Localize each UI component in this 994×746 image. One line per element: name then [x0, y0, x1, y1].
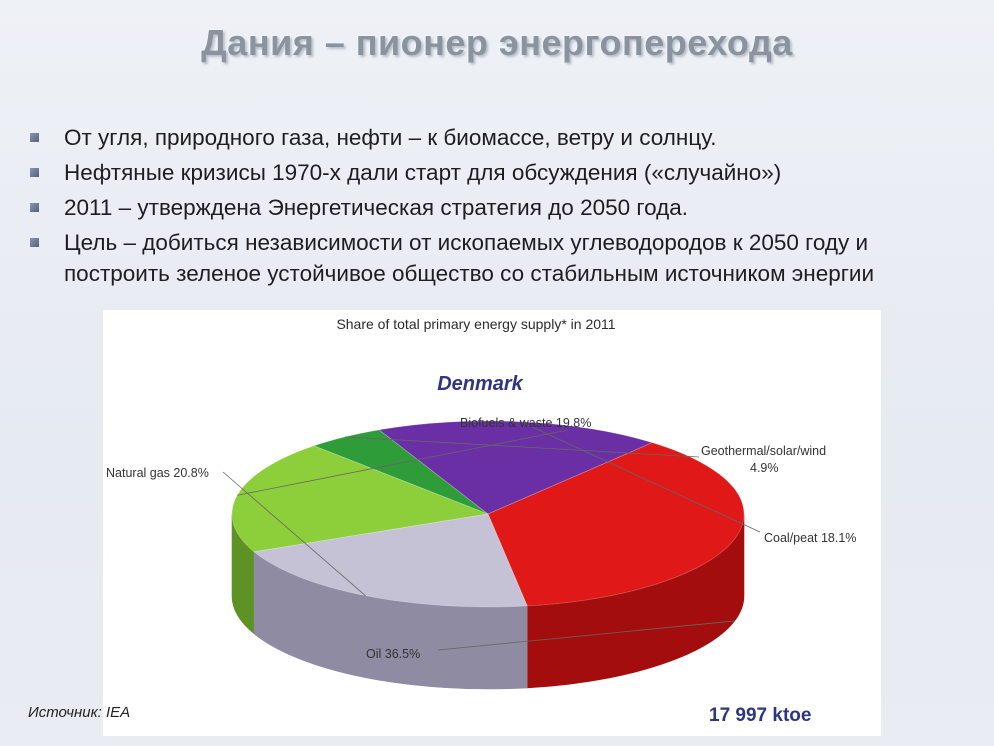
label-biofuels: Biofuels & waste 19.8% — [460, 416, 591, 430]
chart-subtitle: Denmark — [437, 373, 523, 395]
source-note: Источник: IEA — [28, 704, 131, 721]
label-coal: Coal/peat 18.1% — [764, 531, 856, 545]
pie-chart: Share of total primary energy supply* in… — [106, 316, 856, 690]
label-natural-gas: Natural gas 20.8% — [106, 466, 209, 480]
chart-panel: Share of total primary energy supply* in… — [103, 310, 881, 736]
bullet-square-icon — [30, 203, 39, 212]
bullet-item: Нефтяные кризисы 1970-х дали старт для о… — [28, 157, 968, 188]
pie-slice-biofuels-waste — [231, 445, 490, 553]
pie-tops — [231, 420, 745, 608]
label-geothermal-line1: Geothermal/solar/wind — [701, 444, 826, 458]
bullet-text: Нефтяные кризисы 1970-х дали старт для о… — [64, 160, 782, 185]
slide-title: Дания – пионер энергоперехода — [201, 22, 793, 63]
pie-side-biofuels-waste — [231, 513, 255, 635]
leader-line-biofuels-waste — [237, 429, 569, 496]
bullet-square-icon — [30, 168, 39, 177]
total-energy: 17 997 ktoe — [709, 705, 812, 726]
pie-slice-oil — [487, 442, 745, 607]
leader-line-natural-gas — [222, 471, 366, 596]
bullet-square-icon — [30, 133, 39, 142]
bullet-item: Цель – добиться независимости от ископае… — [28, 227, 968, 289]
pie-sides — [231, 513, 745, 690]
leader-line-geothermal-solar-wind — [344, 436, 700, 458]
bullet-square-icon — [30, 238, 39, 247]
pie-leaders — [222, 421, 761, 651]
label-geothermal-line2: 4.9% — [750, 461, 779, 475]
bullet-item: От угля, природного газа, нефти – к биом… — [28, 122, 968, 153]
bullet-text: 2011 – утверждена Энергетическая стратег… — [64, 195, 689, 220]
bullet-list: От угля, природного газа, нефти – к биом… — [28, 122, 968, 293]
bullet-text: От угля, природного газа, нефти – к биом… — [64, 125, 717, 150]
leader-line-coal-peat — [520, 421, 761, 533]
bullet-text: Цель – добиться независимости от ископае… — [64, 230, 875, 286]
label-oil: Oil 36.5% — [366, 647, 420, 661]
pie-slice-natural-gas — [253, 513, 528, 608]
bullet-item: 2011 – утверждена Энергетическая стратег… — [28, 192, 968, 223]
leader-line-oil — [437, 620, 735, 651]
chart-title: Share of total primary energy supply* in… — [336, 316, 615, 332]
